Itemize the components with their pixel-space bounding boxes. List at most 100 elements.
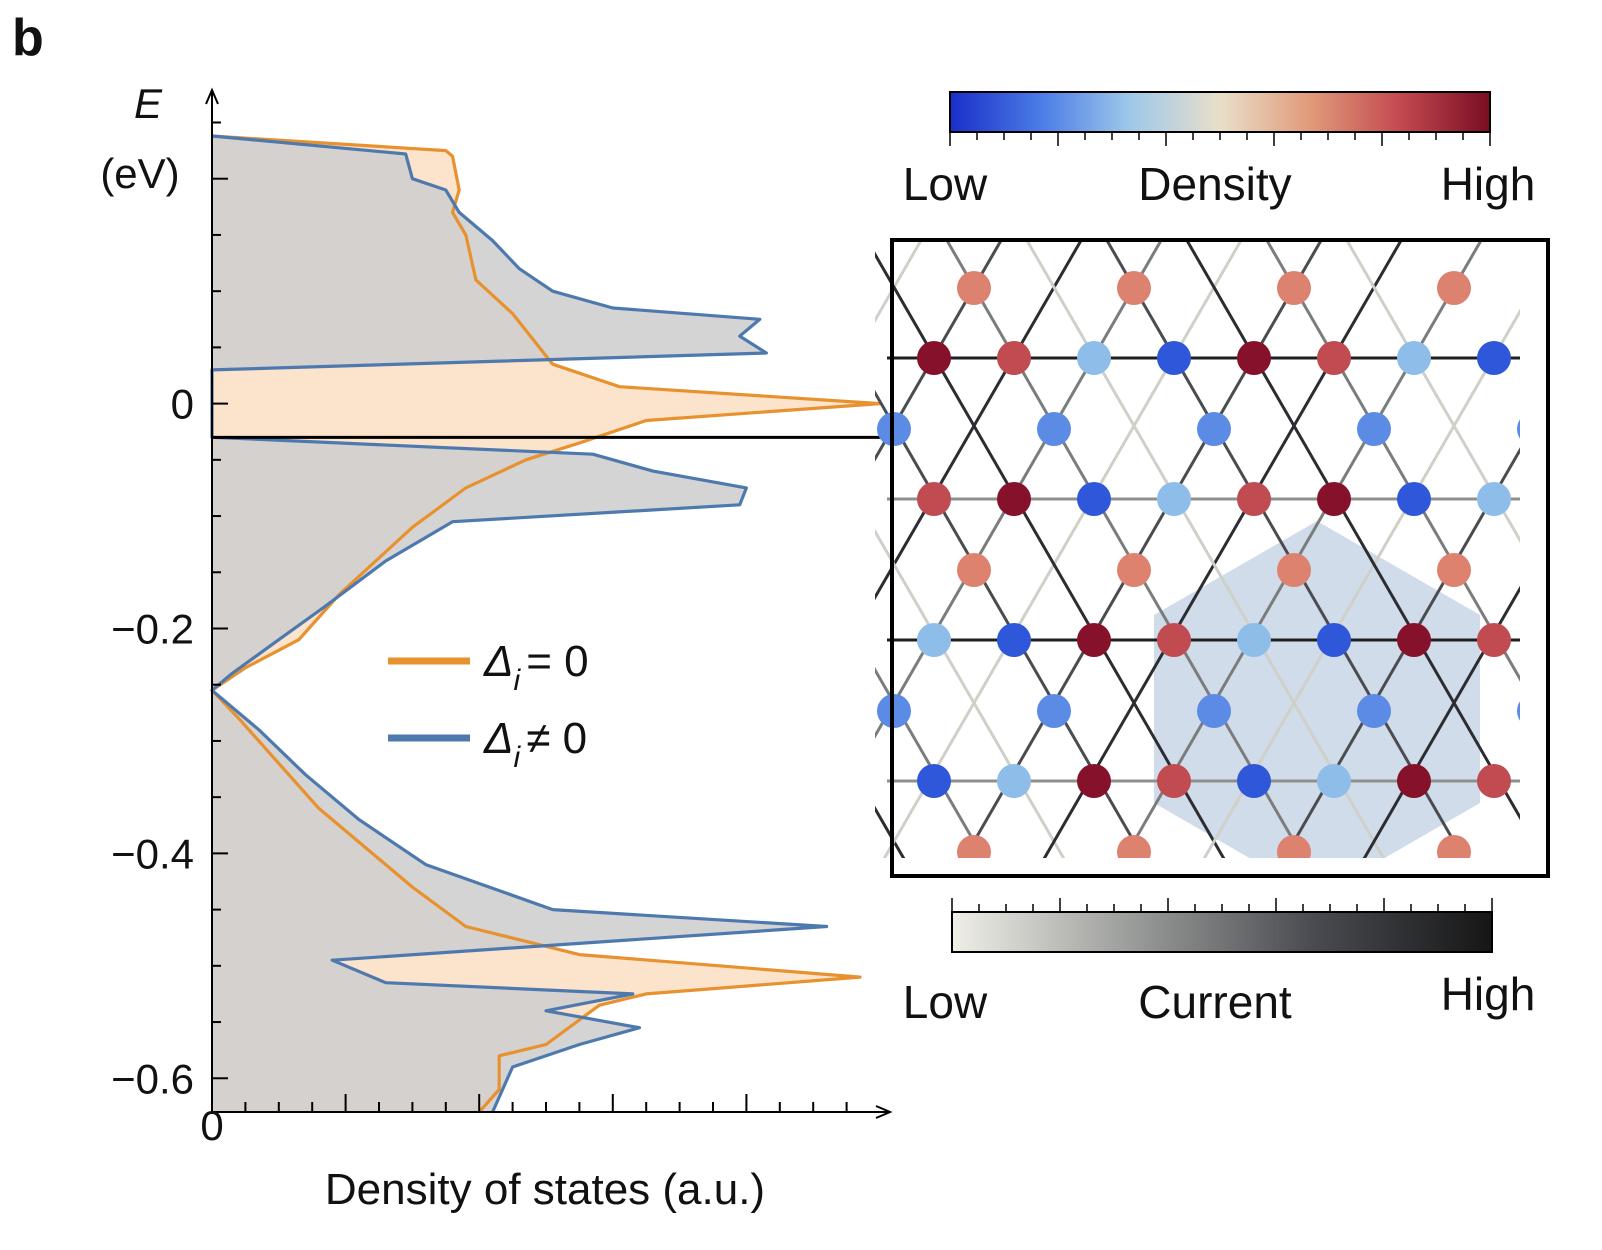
lattice-site: [1157, 482, 1191, 516]
lattice-site: [1397, 482, 1431, 516]
x-axis-label: Density of states (a.u.): [325, 1165, 765, 1214]
lattice-site: [1477, 623, 1511, 657]
legend-label-0: Δi = 0: [483, 637, 589, 697]
current-title: Current: [1138, 976, 1292, 1028]
axes: [205, 87, 893, 1119]
y-ticks: 0 −0.2 −0.4 −0.6: [111, 121, 228, 1102]
series-lines: [210, 134, 882, 1114]
y-tick-label-0: 0: [171, 381, 194, 428]
density-colorbar-ticks: [949, 132, 1491, 146]
lattice-site: [957, 835, 991, 858]
current-colorbar-gradient: [951, 911, 1493, 953]
bond-diagonal: [875, 667, 986, 858]
legend-label-1: Δi ≠ 0: [483, 714, 587, 774]
lattice-site: [1237, 623, 1271, 657]
lattice-site: [1157, 341, 1191, 375]
lattice-site: [1077, 482, 1111, 516]
lattice-site: [1157, 764, 1191, 798]
density-high-label: High: [1441, 158, 1536, 210]
series-overlap-1: [212, 135, 827, 1112]
lattice-site: [1117, 835, 1151, 858]
lattice-site: [1317, 341, 1351, 375]
density-title: Density: [1138, 158, 1291, 210]
lattice-site: [917, 623, 951, 657]
bond-diagonal: [875, 251, 1226, 858]
lattice-site: [1477, 341, 1511, 375]
lattice-site: [1437, 835, 1471, 858]
lattice-site: [1317, 764, 1351, 798]
lattice-site: [917, 482, 951, 516]
lattice-site: [1197, 412, 1231, 446]
lattice-site: [1277, 271, 1311, 305]
lattice-site: [997, 482, 1031, 516]
panel-label: b: [12, 9, 44, 67]
lattice-inset: [875, 238, 1550, 878]
lattice-site: [997, 623, 1031, 657]
lattice-site: [1037, 412, 1071, 446]
lattice-site: [1397, 764, 1431, 798]
series-fills: [212, 135, 880, 1112]
lattice-site: [1077, 764, 1111, 798]
lattice-site: [1317, 482, 1351, 516]
lattice-site: [1157, 623, 1191, 657]
lattice-site: [1237, 341, 1271, 375]
lattice-site: [1117, 553, 1151, 587]
lattice-site: [1037, 694, 1071, 728]
lattice-site: [1437, 553, 1471, 587]
current-colorbar: Low Current High: [903, 898, 1536, 1028]
lattice-site: [1317, 623, 1351, 657]
lattice-site: [1477, 764, 1511, 798]
lattice-sites: [877, 271, 1520, 858]
bond-diagonal: [875, 238, 1005, 462]
lattice-site: [1397, 341, 1431, 375]
legend: Δi = 0 Δi ≠ 0: [388, 637, 589, 774]
y-tick-label-1: −0.2: [111, 605, 194, 652]
y-axis-label-unit: (eV): [100, 150, 179, 197]
x-axis-arrow: [875, 1105, 893, 1119]
bond-diagonal: [1343, 238, 1520, 544]
bond-diagonal: [1362, 585, 1520, 858]
x-ticks: [211, 1094, 848, 1112]
lattice-site: [1357, 694, 1391, 728]
lattice-site: [997, 341, 1031, 375]
lattice-site: [1077, 623, 1111, 657]
lattice-site: [1237, 764, 1271, 798]
lattice-site: [1477, 482, 1511, 516]
current-colorbar-ticks: [951, 898, 1493, 912]
bond-diagonal: [1183, 238, 1520, 821]
lattice-site: [1277, 835, 1311, 858]
lattice-frame: [890, 238, 1550, 878]
density-colorbar: Low Density High: [903, 91, 1536, 210]
lattice-site: [957, 271, 991, 305]
current-high-label: High: [1441, 968, 1536, 1020]
lattice-site: [1237, 482, 1271, 516]
lattice-site: [1117, 271, 1151, 305]
lattice-site: [1077, 341, 1111, 375]
lattice-site: [1357, 412, 1391, 446]
y-tick-label-2: −0.4: [111, 830, 194, 877]
current-low-label: Low: [903, 976, 988, 1028]
lattice-site: [1437, 271, 1471, 305]
y-axis-arrow: [205, 87, 219, 105]
lattice-site: [917, 764, 951, 798]
density-colorbar-gradient: [949, 91, 1491, 133]
lattice-site: [917, 341, 951, 375]
lattice-site: [1197, 694, 1231, 728]
lattice-site: [1517, 701, 1520, 721]
lattice-site: [1277, 553, 1311, 587]
lattice-site: [997, 764, 1031, 798]
dos-plot: 0 −0.2 −0.4 −0.6 E (eV) Density of states (…: [100, 80, 893, 1214]
bond-diagonal: [1023, 238, 1386, 858]
y-axis-label-symbol: E: [134, 80, 163, 127]
series-line-1: [210, 134, 829, 1113]
series-fill-1: [212, 135, 827, 1112]
y-tick-label-3: −0.6: [111, 1055, 194, 1102]
x-tick-label-0: 0: [200, 1102, 223, 1149]
lattice-site: [1517, 419, 1520, 439]
lattice-site: [957, 553, 991, 587]
lattice-site: [1397, 623, 1431, 657]
density-low-label: Low: [903, 158, 988, 210]
overlap-shade: [212, 135, 827, 1112]
